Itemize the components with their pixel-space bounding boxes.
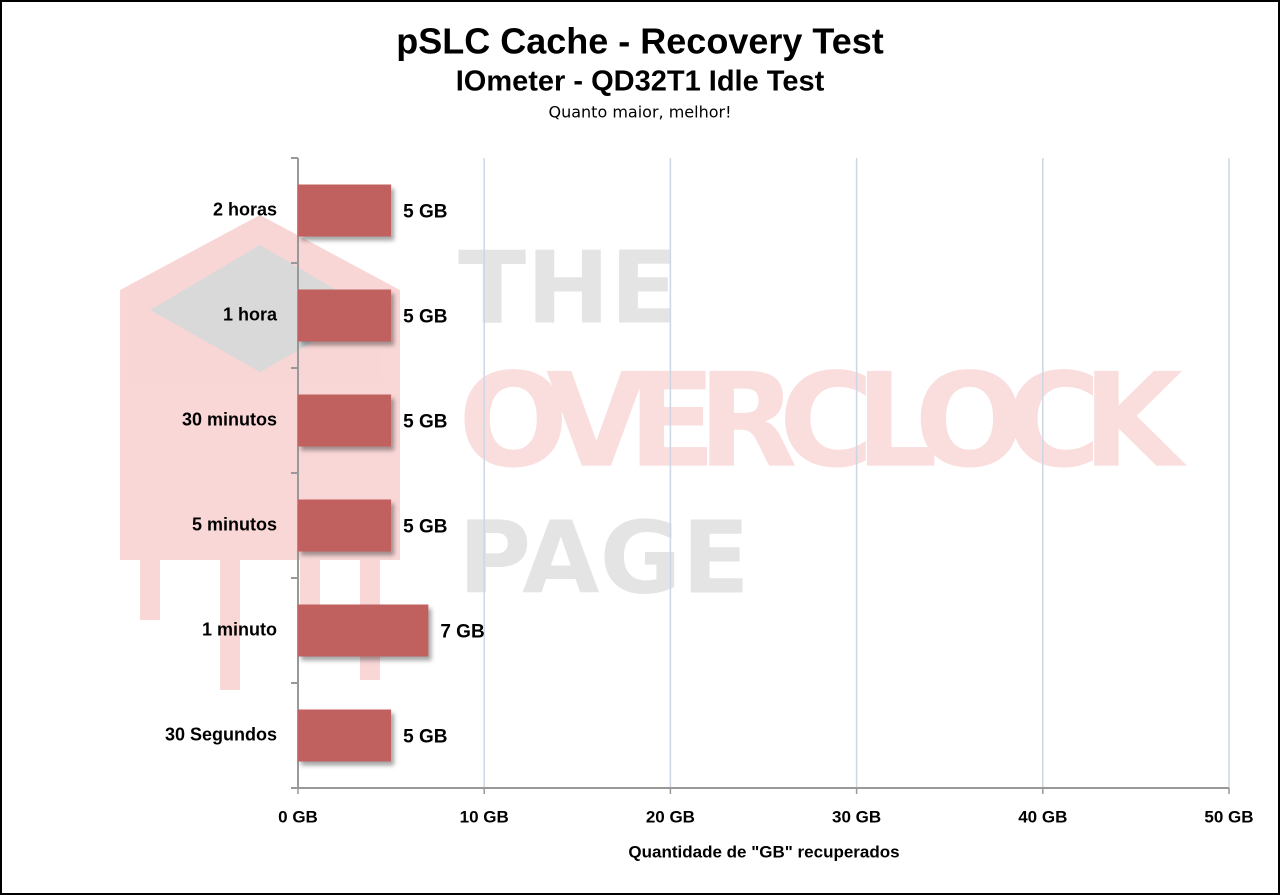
- bar: [298, 604, 429, 657]
- y-tick-label: 30 minutos: [182, 409, 277, 429]
- y-tick-label: 1 minuto: [202, 619, 277, 639]
- chart-title: pSLC Cache - Recovery Test: [396, 21, 884, 62]
- value-label: 5 GB: [403, 517, 447, 538]
- y-tick-label: 30 Segundos: [165, 724, 277, 744]
- y-tick-label: 2 horas: [213, 199, 277, 219]
- x-tick-label: 20 GB: [646, 807, 695, 826]
- bar: [298, 289, 392, 342]
- value-label: 5 GB: [403, 412, 447, 433]
- watermark-text: OVERCLOCK: [458, 345, 1187, 497]
- chart-note: Quanto maior, melhor!: [549, 103, 732, 122]
- x-tick-label: 30 GB: [832, 807, 881, 826]
- y-tick-label: 1 hora: [223, 304, 278, 324]
- value-label: 5 GB: [403, 727, 447, 748]
- x-tick-label: 10 GB: [460, 807, 509, 826]
- watermark-text: PAGE: [458, 499, 750, 616]
- chart-subtitle: IOmeter - QD32T1 Idle Test: [456, 66, 825, 98]
- x-axis-label: Quantidade de "GB" recuperados: [628, 842, 899, 861]
- x-tick-label: 0 GB: [278, 807, 318, 826]
- value-label: 7 GB: [440, 622, 484, 643]
- x-tick-label: 50 GB: [1204, 807, 1253, 826]
- value-label: 5 GB: [403, 307, 447, 328]
- bar: [298, 394, 392, 447]
- bar: [298, 709, 392, 762]
- x-tick-label: 40 GB: [1018, 807, 1067, 826]
- bar: [298, 499, 392, 552]
- bar: [298, 184, 392, 237]
- value-label: 5 GB: [403, 202, 447, 223]
- watermark-text: THE: [458, 229, 678, 346]
- y-tick-label: 5 minutos: [192, 514, 277, 534]
